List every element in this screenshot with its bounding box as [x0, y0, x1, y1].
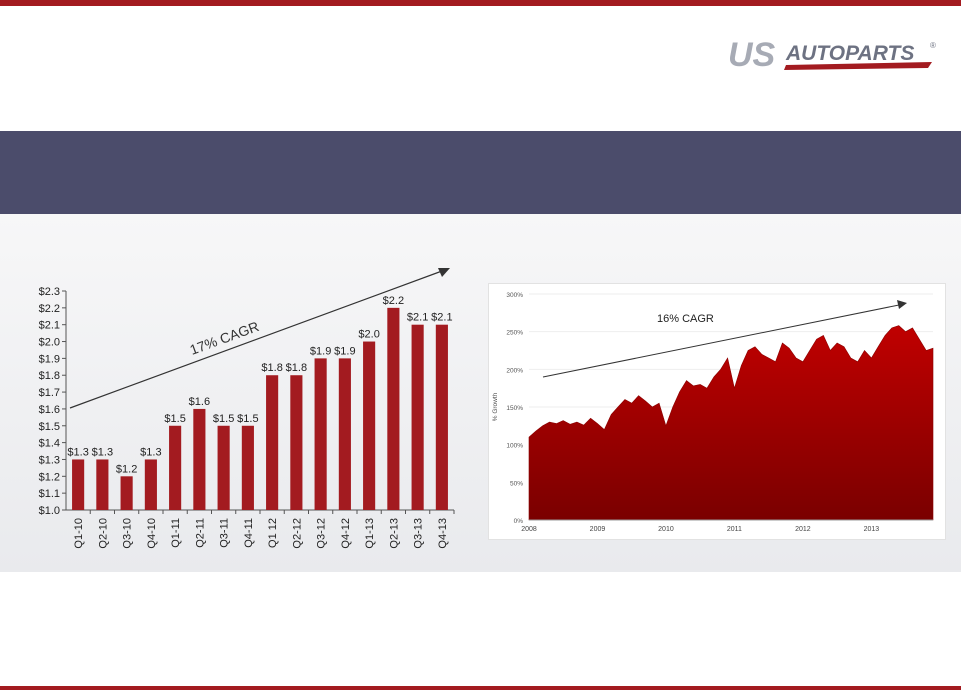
growth-area-chart: 0% 50% 100% 150% 200% 250% 300% 2008 2009 2010 201… — [492, 292, 934, 533]
x-tick-label: 2013 — [864, 526, 880, 533]
y-tick-label: $1.3 — [39, 454, 60, 466]
x-tick-label: Q4-10 — [146, 518, 158, 549]
x-tick-label: Q1 12 — [267, 518, 279, 548]
y-tick-label: 250% — [506, 330, 523, 337]
bar-value-label: $1.8 — [286, 362, 307, 374]
x-tick-label: 2008 — [521, 526, 537, 533]
x-tick-label: Q4-12 — [340, 518, 352, 549]
y-tick-label: $1.6 — [39, 404, 60, 416]
bar — [144, 459, 157, 510]
bar — [217, 425, 230, 510]
bar-value-label: $1.5 — [164, 413, 185, 425]
x-tick-label: Q3-11 — [219, 518, 231, 548]
cagr-trend-line — [69, 270, 443, 409]
bar — [96, 459, 109, 510]
x-tick-label: Q1-13 — [364, 518, 376, 549]
bottom-accent-rule — [0, 686, 961, 690]
y-axis-label: % Growth — [492, 392, 499, 421]
growth-area-series — [528, 325, 934, 521]
y-tick-label: 200% — [506, 367, 523, 374]
y-tick-label: $2.0 — [39, 337, 60, 349]
bar — [169, 425, 182, 510]
bar-value-label: $2.0 — [358, 329, 379, 341]
y-tick-label: 50% — [510, 480, 523, 487]
us-autoparts-logo: US AUTOPARTS ® — [728, 36, 936, 74]
x-tick-label: Q1-10 — [73, 518, 85, 549]
bar — [387, 307, 400, 510]
x-tick-label: Q3-12 — [316, 518, 328, 549]
x-tick-label: Q4-13 — [437, 518, 449, 549]
y-tick-label: $1.4 — [39, 438, 60, 450]
y-tick-label: 300% — [506, 292, 523, 299]
cagr-annotation: 17% CAGR — [188, 318, 261, 358]
logo-us-text: US — [728, 36, 776, 74]
cagr-annotation: 16% CAGR — [657, 313, 714, 325]
x-tick-label: Q2-11 — [194, 518, 206, 548]
y-tick-label: $1.2 — [39, 471, 60, 483]
y-tick-label: 100% — [506, 443, 523, 450]
y-tick-label: $1.9 — [39, 353, 60, 365]
bar-value-label: $1.5 — [213, 413, 234, 425]
x-tick-label: 2012 — [795, 526, 811, 533]
bar-value-label: $1.8 — [261, 362, 282, 374]
x-tick-label: 2009 — [590, 526, 606, 533]
bar-value-label: $2.1 — [407, 312, 428, 324]
bar-value-label: $1.9 — [310, 345, 331, 357]
bar-value-label: $2.2 — [383, 295, 404, 307]
bar-value-label: $1.2 — [116, 463, 137, 475]
logo-autoparts-text: AUTOPARTS — [785, 42, 914, 65]
y-tick-label: $1.7 — [39, 387, 60, 399]
bar — [266, 375, 279, 510]
y-tick-label: 0% — [514, 518, 524, 525]
title-band — [0, 131, 961, 214]
y-tick-label: $1.0 — [39, 505, 60, 517]
x-tick-label: Q1-11 — [170, 518, 182, 548]
bar-value-label: $1.9 — [334, 345, 355, 357]
cagr-trend-line — [542, 304, 900, 378]
x-tick-label: 2011 — [727, 526, 742, 533]
bar — [290, 375, 303, 510]
y-tick-label: $1.1 — [39, 488, 60, 500]
bar — [120, 476, 133, 510]
bar — [363, 341, 376, 510]
x-tick-label: Q2-12 — [291, 518, 303, 549]
logo-registered-mark: ® — [930, 41, 936, 50]
y-tick-label: 150% — [506, 405, 523, 412]
bar — [72, 459, 85, 510]
growth-area-chart-frame: 0% 50% 100% 150% 200% 250% 300% 2008 2009 2010 201… — [488, 283, 946, 540]
y-tick-label: $2.2 — [39, 303, 60, 315]
bar — [241, 425, 254, 510]
bar-value-label: $1.3 — [67, 446, 88, 458]
top-accent-rule — [0, 0, 961, 6]
bar — [338, 358, 351, 510]
bar — [193, 408, 206, 510]
bar — [435, 324, 448, 510]
cagr-arrowhead — [897, 300, 907, 309]
y-tick-label: $1.8 — [39, 370, 60, 382]
bar-value-label: $1.5 — [237, 413, 258, 425]
quarterly-bar-chart: $1.0$1.1$1.2$1.3$1.4$1.5$1.6$1.7$1.8$1.9… — [39, 268, 455, 549]
bar-value-label: $1.3 — [140, 446, 161, 458]
cagr-arrowhead — [438, 268, 450, 277]
x-tick-label: Q2-10 — [97, 518, 109, 549]
bar — [314, 358, 327, 510]
x-tick-label: 2010 — [658, 526, 674, 533]
y-tick-label: $2.1 — [39, 320, 60, 332]
bar — [411, 324, 424, 510]
x-tick-label: Q2-13 — [388, 518, 400, 549]
x-tick-label: Q3-13 — [413, 518, 425, 549]
logo-swoosh — [784, 62, 932, 70]
bar-value-label: $1.6 — [189, 396, 210, 408]
y-tick-label: $2.3 — [39, 286, 60, 298]
bar-value-label: $2.1 — [431, 312, 452, 324]
x-tick-label: Q3-10 — [122, 518, 134, 549]
x-tick-label: Q4-11 — [243, 518, 255, 548]
bar-value-label: $1.3 — [92, 446, 113, 458]
y-tick-label: $1.5 — [39, 421, 60, 433]
